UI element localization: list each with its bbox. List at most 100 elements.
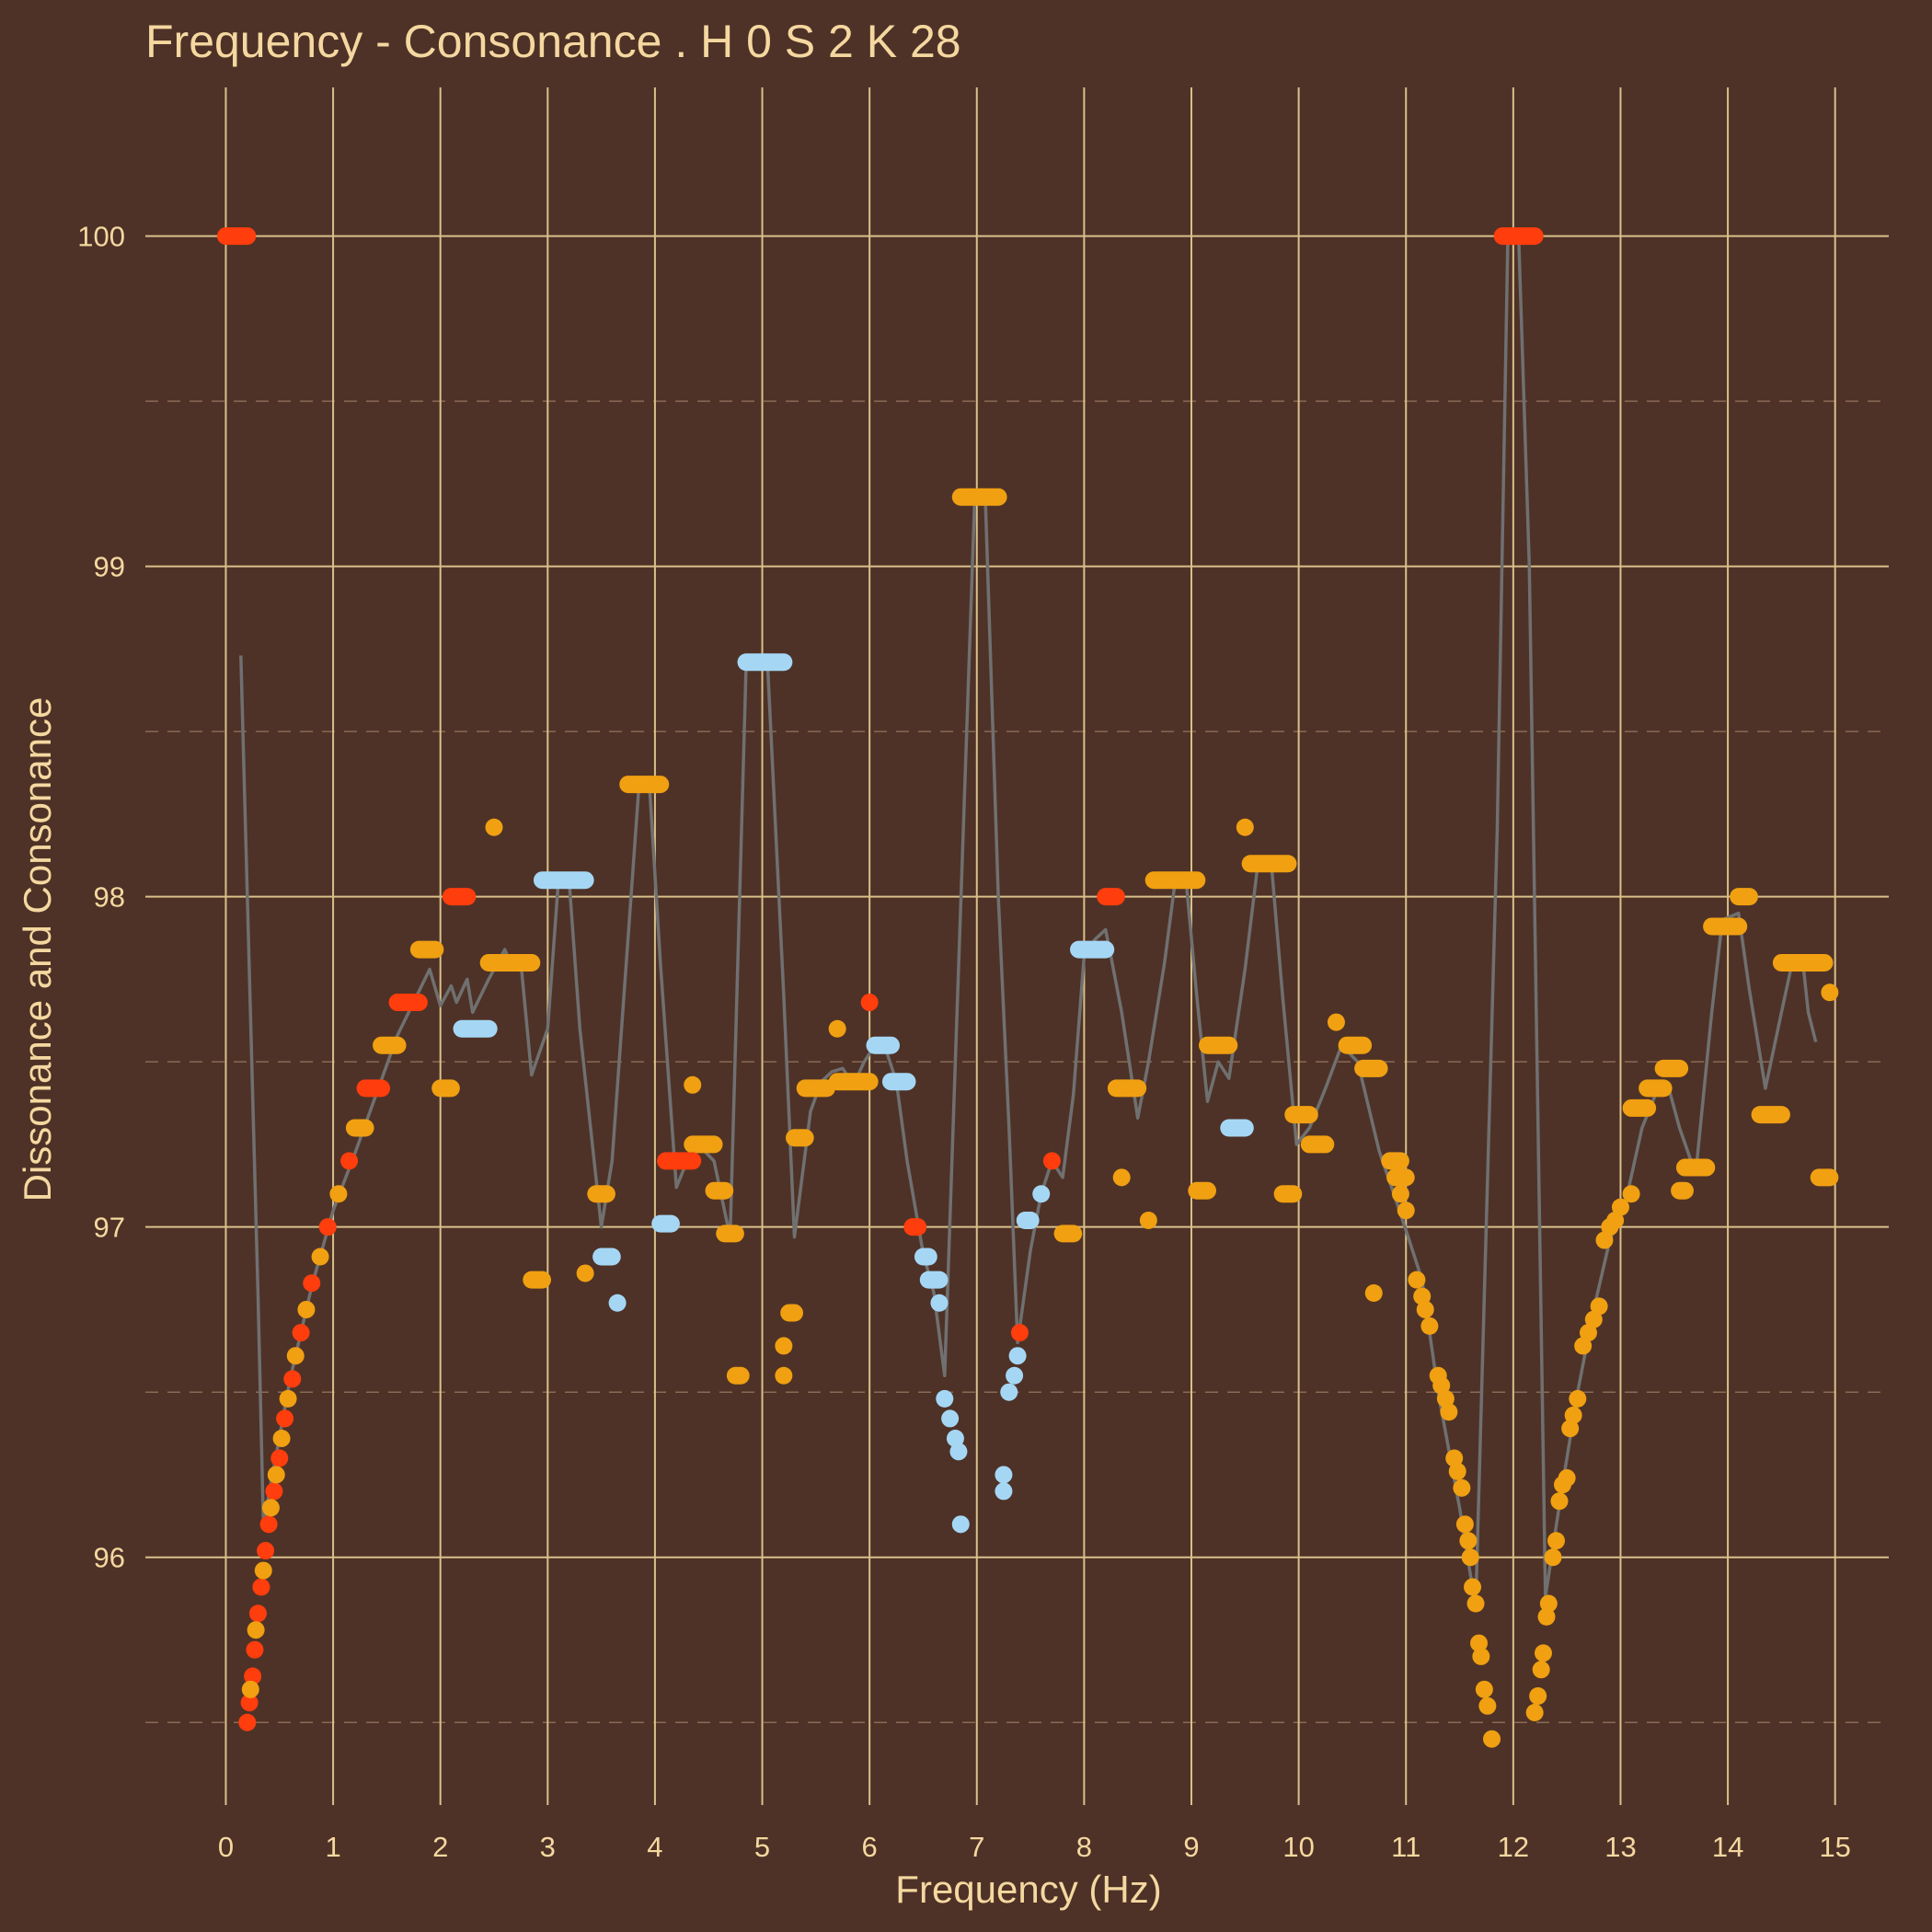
data-point	[272, 1429, 291, 1447]
data-point	[684, 1075, 702, 1094]
data-point	[1470, 1634, 1489, 1652]
data-point	[1475, 1680, 1493, 1698]
trend-line-group	[239, 234, 1818, 1609]
data-point	[1483, 1730, 1501, 1748]
data-point	[252, 1578, 270, 1596]
data-point	[1532, 1661, 1550, 1679]
data-point	[276, 1409, 294, 1428]
data-point	[1529, 1687, 1547, 1706]
data-point	[1006, 1366, 1024, 1385]
data-point	[1569, 1389, 1587, 1408]
data-point	[1525, 1703, 1544, 1721]
data-point	[340, 1152, 359, 1170]
data-point	[265, 1482, 283, 1501]
data-point	[1564, 1406, 1582, 1424]
x-tick-label: 5	[754, 1831, 770, 1863]
x-tick-label: 1	[325, 1831, 340, 1863]
data-point	[1408, 1271, 1426, 1289]
data-point	[286, 1347, 305, 1365]
data-point	[1461, 1548, 1479, 1567]
x-tick-label: 4	[647, 1831, 662, 1863]
data-point	[949, 1443, 968, 1461]
data-point	[1420, 1317, 1439, 1335]
data-point	[1397, 1202, 1415, 1220]
data-points	[216, 227, 1839, 1748]
y-tick-label: 97	[94, 1212, 125, 1244]
data-point	[1544, 1548, 1562, 1567]
y-tick-label: 99	[94, 551, 125, 583]
data-point	[1327, 1013, 1345, 1031]
data-point	[1537, 1607, 1556, 1626]
data-point	[254, 1561, 272, 1580]
data-point	[303, 1274, 321, 1293]
data-point	[292, 1324, 310, 1342]
data-point	[775, 1337, 793, 1355]
x-tick-label: 13	[1604, 1831, 1636, 1863]
data-point	[244, 1667, 262, 1685]
data-point	[1595, 1231, 1614, 1249]
data-point	[1416, 1300, 1434, 1318]
data-point	[485, 818, 503, 836]
data-point	[318, 1218, 337, 1236]
data-point	[1112, 1168, 1131, 1187]
data-point	[936, 1389, 954, 1408]
x-tick-label: 2	[432, 1831, 448, 1863]
data-point	[247, 1621, 265, 1639]
data-point	[1432, 1376, 1451, 1395]
trend-line	[239, 234, 1818, 1609]
x-tick-label: 12	[1498, 1831, 1529, 1863]
y-tick-label: 100	[77, 221, 125, 253]
data-point	[930, 1294, 949, 1312]
data-point	[828, 1019, 846, 1038]
data-point	[1008, 1347, 1027, 1365]
data-point	[1550, 1492, 1569, 1511]
data-point	[775, 1366, 793, 1385]
data-point	[259, 1515, 278, 1534]
data-point	[1436, 1389, 1455, 1408]
x-tick-label: 8	[1076, 1831, 1092, 1863]
data-point	[1464, 1578, 1482, 1596]
data-point	[1021, 1212, 1040, 1230]
data-point	[1042, 1152, 1061, 1170]
data-point	[270, 1449, 289, 1467]
data-point	[1466, 1594, 1485, 1613]
data-point	[1455, 1515, 1474, 1534]
x-axis-title: Frequency (Hz)	[895, 1868, 1161, 1911]
data-point	[1448, 1462, 1466, 1480]
x-tick-label: 14	[1712, 1831, 1743, 1863]
data-point	[995, 1482, 1013, 1501]
data-point	[1459, 1532, 1478, 1550]
x-tick-label: 0	[218, 1831, 234, 1863]
data-point	[995, 1466, 1013, 1484]
y-tick-label: 98	[94, 881, 125, 914]
data-point	[238, 1713, 257, 1731]
x-axis-ticks: 0 1 2 3 4 5 6 7 8 9 10 11 12 13 14 15	[218, 1831, 1851, 1863]
data-point	[240, 1694, 259, 1712]
data-point	[1558, 1469, 1576, 1488]
data-point	[1584, 1310, 1603, 1328]
data-point	[1453, 1478, 1471, 1497]
data-point	[1139, 1212, 1157, 1230]
data-point	[1440, 1403, 1458, 1421]
data-point	[246, 1640, 264, 1659]
data-point	[261, 1499, 280, 1517]
data-point	[946, 1429, 964, 1447]
data-point	[279, 1389, 297, 1408]
data-point	[1547, 1532, 1565, 1550]
x-tick-label: 6	[862, 1831, 878, 1863]
x-tick-label: 15	[1819, 1831, 1850, 1863]
data-point	[860, 994, 879, 1012]
data-point	[257, 1542, 275, 1560]
data-point	[576, 1264, 594, 1282]
data-point	[608, 1294, 627, 1312]
data-point	[1574, 1337, 1593, 1355]
data-point	[1010, 1324, 1029, 1342]
y-tick-label: 96	[94, 1542, 125, 1574]
y-axis-ticks: 96 97 98 99 100	[77, 221, 125, 1574]
x-tick-label: 9	[1183, 1831, 1199, 1863]
data-point	[1413, 1287, 1432, 1305]
data-point	[1611, 1198, 1629, 1216]
data-point	[1622, 1185, 1640, 1203]
data-point	[941, 1409, 960, 1428]
